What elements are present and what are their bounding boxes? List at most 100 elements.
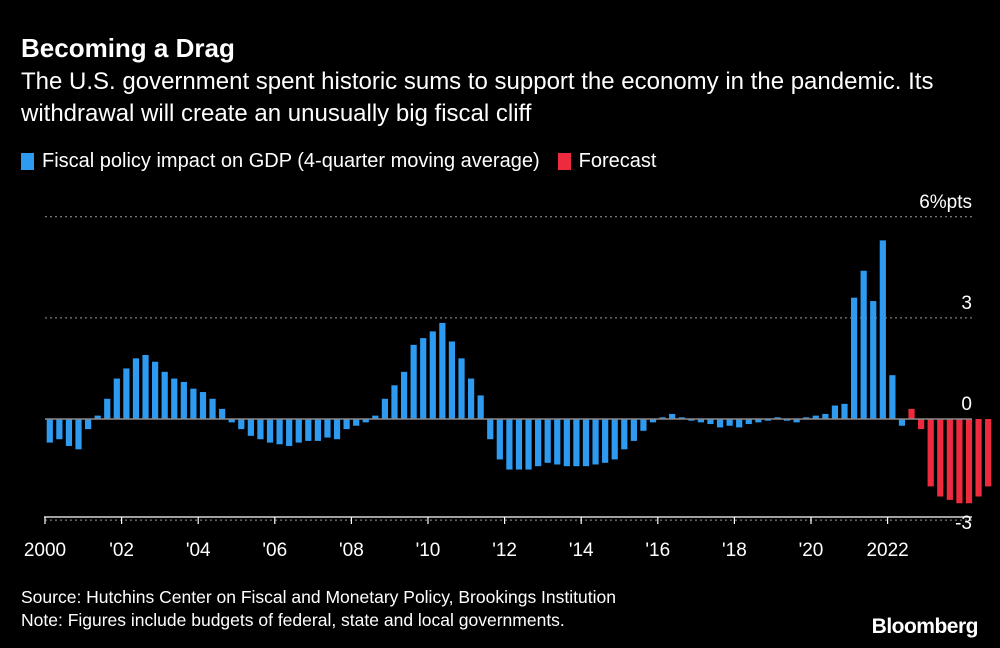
chart-title: Becoming a Drag xyxy=(21,33,235,63)
bar-forecast xyxy=(965,419,973,504)
bar-actual xyxy=(180,381,187,419)
source-text: Source: Hutchins Center on Fiscal and Mo… xyxy=(21,587,616,607)
bar-actual xyxy=(171,378,178,419)
bar-actual xyxy=(314,419,321,441)
bar-actual xyxy=(448,341,456,419)
bar-forecast xyxy=(985,419,992,487)
x-tick-label: '06 xyxy=(262,540,287,561)
x-tick-label: 2000 xyxy=(24,540,66,561)
bar-actual xyxy=(506,419,513,470)
bar-actual xyxy=(812,415,819,419)
y-tick-label: -3 xyxy=(955,513,972,534)
bar-actual xyxy=(104,398,111,419)
bar-actual xyxy=(621,419,628,450)
bar-actual xyxy=(333,419,341,440)
bar-actual xyxy=(822,413,829,419)
x-tick-label: '16 xyxy=(645,540,670,561)
legend-swatch-forecast xyxy=(557,153,571,170)
bar-actual xyxy=(515,419,523,470)
bar-actual xyxy=(152,361,159,419)
source-note: Source: Hutchins Center on Fiscal and Mo… xyxy=(21,586,616,632)
bar-actual xyxy=(563,419,570,467)
bar-actual xyxy=(850,297,858,419)
bar-actual xyxy=(755,419,762,423)
bar-forecast xyxy=(946,419,953,500)
bar-actual xyxy=(889,375,896,419)
bar-actual xyxy=(793,419,800,423)
bar-forecast xyxy=(908,408,915,419)
bar-actual xyxy=(458,358,465,419)
bar-actual xyxy=(238,419,245,430)
bar-actual xyxy=(132,358,140,419)
bar-actual xyxy=(640,419,647,431)
legend-item-actual: Fiscal policy impact on GDP (4-quarter m… xyxy=(21,150,540,173)
bar-actual xyxy=(582,419,590,467)
legend-swatch-actual xyxy=(21,153,34,170)
x-tick-label: '12 xyxy=(492,540,517,561)
bar-actual xyxy=(123,368,130,419)
bar-actual xyxy=(487,419,494,440)
bar-actual xyxy=(381,398,389,419)
bar-actual xyxy=(554,419,561,465)
bar-actual xyxy=(764,419,772,421)
bar-actual xyxy=(400,371,408,419)
bar-actual xyxy=(362,419,369,423)
x-tick-label: '04 xyxy=(186,540,211,561)
bar-actual xyxy=(94,415,101,419)
x-tick-label: '08 xyxy=(339,540,364,561)
bar-actual xyxy=(630,419,637,441)
y-tick-label: 6%pts xyxy=(919,192,972,213)
x-tick-label: '18 xyxy=(722,540,747,561)
bar-actual xyxy=(266,419,274,443)
bar-actual xyxy=(410,344,417,419)
bar-forecast xyxy=(937,419,944,497)
bar-actual xyxy=(831,405,839,419)
bar-actual xyxy=(774,417,781,419)
legend-label-actual: Fiscal policy impact on GDP (4-quarter m… xyxy=(42,150,540,172)
bar-actual xyxy=(573,419,580,467)
bar-actual xyxy=(353,419,360,426)
bar-actual xyxy=(142,354,149,419)
bar-actual xyxy=(697,419,704,423)
x-tick-label: '20 xyxy=(799,540,824,561)
bar-actual xyxy=(841,403,848,419)
bar-forecast xyxy=(918,419,925,430)
bar-actual xyxy=(429,331,436,419)
bar-actual xyxy=(276,419,283,445)
x-tick-label: '02 xyxy=(109,540,134,561)
x-tick-label: '14 xyxy=(569,540,594,561)
x-tick-label: 2022 xyxy=(866,540,908,561)
bar-actual xyxy=(649,419,657,423)
bar-actual xyxy=(736,419,743,428)
chart-subtitle: The U.S. government spent historic sums … xyxy=(21,68,934,127)
x-tick-label: '10 xyxy=(416,540,441,561)
note-text: Note: Figures include budgets of federal… xyxy=(21,610,565,630)
bar-actual xyxy=(65,419,73,446)
bar-actual xyxy=(783,419,791,421)
bar-actual xyxy=(372,415,379,419)
bar-actual xyxy=(879,240,886,419)
bar-actual xyxy=(544,419,551,463)
bar-actual xyxy=(439,322,446,419)
bar-actual xyxy=(343,419,350,430)
y-tick-label: 3 xyxy=(961,293,972,314)
bar-actual xyxy=(209,398,216,419)
bloomberg-logo: Bloomberg xyxy=(871,615,979,638)
bar-actual xyxy=(295,419,302,443)
chart-plot-area: 6%pts 3 0 -3 2000 '02 '04 '06 '08 '10 '12 '14 '16 '18… xyxy=(24,192,992,561)
bar-actual xyxy=(659,417,666,419)
bar-forecast xyxy=(975,419,982,497)
bar-actual xyxy=(803,417,810,419)
y-tick-label: 0 xyxy=(961,394,972,415)
bar-actual xyxy=(525,419,532,470)
bar-forecast xyxy=(927,419,934,487)
bar-actual xyxy=(496,419,503,460)
bar-actual xyxy=(46,419,53,443)
bar-actual xyxy=(219,408,226,419)
bar-actual xyxy=(592,419,599,465)
bar-actual xyxy=(726,419,733,426)
bar-actual xyxy=(611,419,618,460)
bar-actual xyxy=(84,419,92,430)
bar-actual xyxy=(467,378,475,419)
bar-actual xyxy=(707,419,714,425)
